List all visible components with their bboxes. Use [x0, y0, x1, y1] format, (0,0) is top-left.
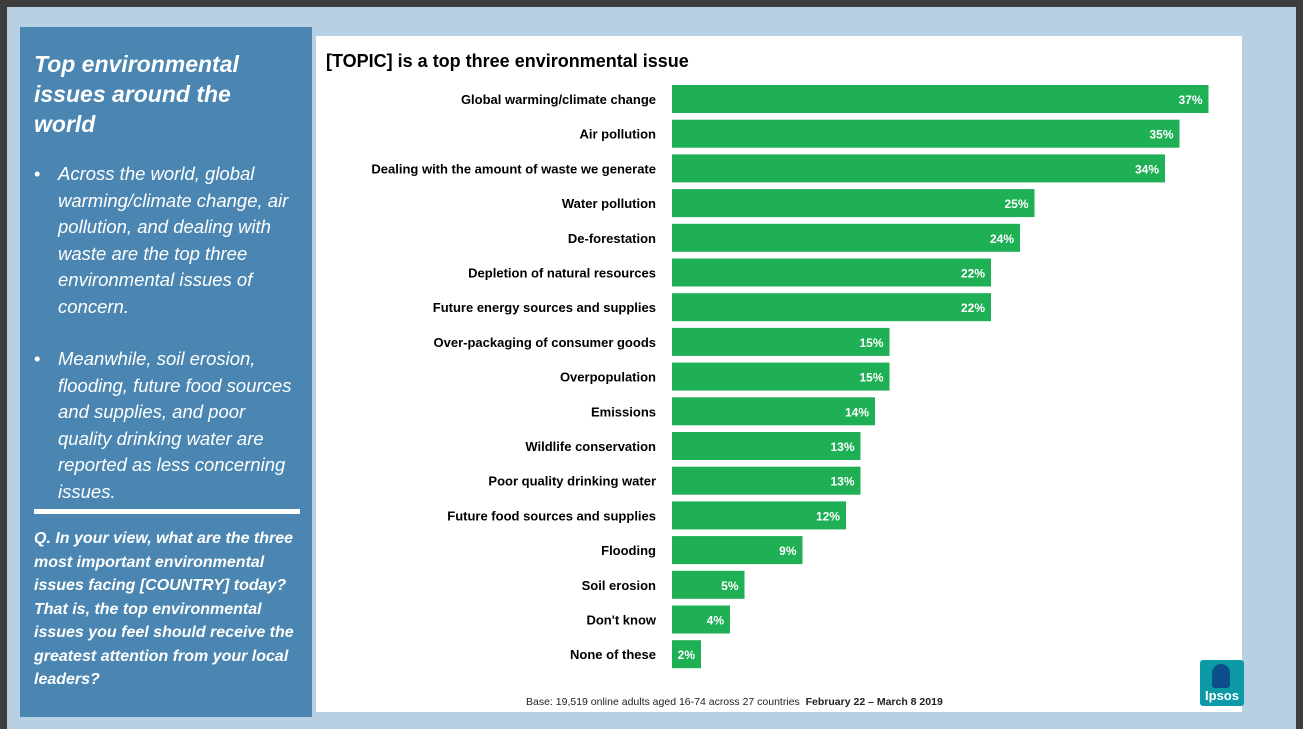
bar	[672, 119, 1180, 148]
category-label: Soil erosion	[582, 578, 656, 593]
value-label: 25%	[1004, 197, 1028, 211]
window-frame-right	[1296, 7, 1303, 729]
category-label: Depletion of natural resources	[468, 266, 656, 281]
sidebar-panel: Top environmental issues around the worl…	[20, 27, 312, 717]
category-label: None of these	[570, 647, 656, 662]
category-label: Over-packaging of consumer goods	[434, 335, 657, 350]
footnote-dates: February 22 – March 8 2019	[805, 696, 943, 708]
category-label: De-forestation	[568, 231, 656, 246]
category-label: Don't know	[586, 613, 656, 628]
sidebar-divider	[34, 509, 300, 514]
bar	[672, 293, 991, 322]
logo-mark-icon	[1212, 664, 1230, 688]
category-label: Global warming/climate change	[461, 92, 656, 107]
bar	[672, 432, 861, 460]
sidebar-bullets: Across the world, global warming/climate…	[34, 161, 298, 505]
value-label: 15%	[859, 336, 883, 350]
bar	[672, 362, 890, 391]
bar	[672, 397, 875, 426]
value-label: 34%	[1135, 162, 1159, 176]
bar	[672, 258, 991, 287]
bar	[672, 605, 730, 634]
value-label: 9%	[779, 544, 797, 558]
survey-question: Q. In your view, what are the three most…	[34, 530, 294, 688]
value-label: 13%	[830, 440, 854, 454]
value-label: 2%	[678, 648, 696, 662]
category-label: Future food sources and supplies	[447, 508, 656, 523]
sidebar-bullet-1: Across the world, global warming/climate…	[34, 161, 298, 320]
chart-title: [TOPIC] is a top three environmental iss…	[326, 51, 689, 71]
bar	[672, 501, 846, 530]
window-top-bar	[0, 0, 1303, 7]
value-label: 4%	[707, 614, 725, 628]
bar-chart: Global warming/climate change 37% Air poll…	[371, 85, 1209, 669]
bar	[672, 189, 1035, 218]
category-label: Overpopulation	[560, 370, 656, 385]
category-label: Water pollution	[562, 196, 656, 211]
footnote-base: Base: 19,519 online adults aged 16-74 ac…	[526, 696, 800, 708]
window-frame-left	[0, 7, 7, 729]
value-label: 35%	[1149, 128, 1173, 142]
value-label: 12%	[816, 509, 840, 523]
value-label: 22%	[961, 267, 985, 281]
category-label: Wildlife conservation	[525, 439, 656, 454]
sidebar-bullet-2: Meanwhile, soil erosion, flooding, futur…	[34, 346, 298, 505]
value-label: 37%	[1178, 93, 1202, 107]
value-label: 22%	[961, 301, 985, 315]
bar	[672, 223, 1020, 252]
bar	[672, 85, 1209, 113]
logo-text: Ipsos	[1205, 688, 1239, 703]
sidebar-title: Top environmental issues around the worl…	[34, 51, 239, 137]
bar	[672, 640, 701, 669]
bar	[672, 154, 1165, 183]
category-label: Poor quality drinking water	[488, 474, 656, 489]
value-label: 13%	[830, 475, 854, 489]
value-label: 15%	[859, 371, 883, 385]
value-label: 24%	[990, 232, 1014, 246]
bar	[672, 327, 890, 356]
category-label: Air pollution	[579, 127, 656, 142]
bar	[672, 536, 803, 565]
ipsos-logo: Ipsos	[1200, 660, 1244, 706]
value-label: 14%	[845, 405, 869, 419]
category-label: Emissions	[591, 404, 656, 419]
bar	[672, 466, 861, 495]
category-label: Future energy sources and supplies	[433, 300, 656, 315]
category-label: Flooding	[601, 543, 656, 558]
chart-panel: [TOPIC] is a top three environmental iss…	[316, 36, 1244, 712]
category-label: Dealing with the amount of waste we gene…	[371, 161, 656, 176]
footnote: Base: 19,519 online adults aged 16-74 ac…	[526, 696, 943, 708]
bar	[672, 570, 745, 599]
value-label: 5%	[721, 579, 739, 593]
